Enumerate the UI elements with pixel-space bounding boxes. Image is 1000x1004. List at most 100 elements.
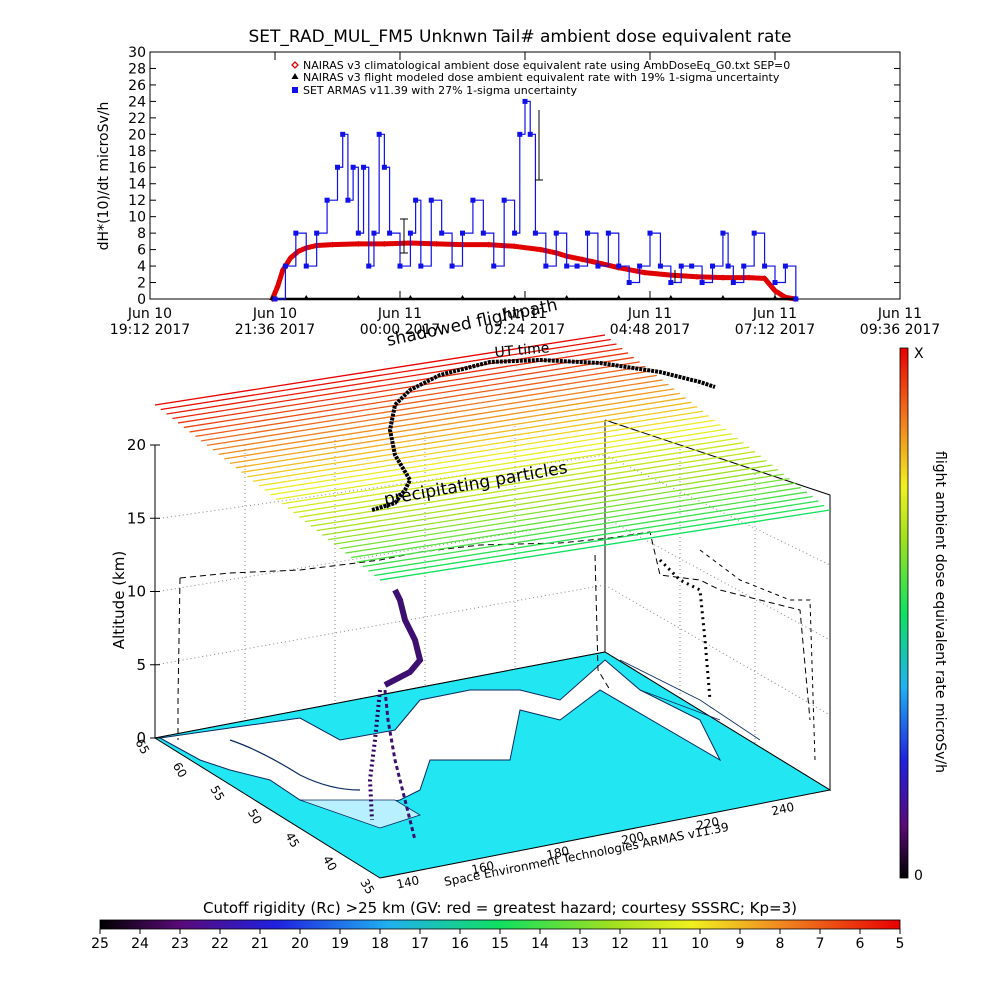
data-point [303, 295, 310, 300]
particle-grid-line [189, 361, 640, 433]
x-tick-label: Jun 10 [252, 306, 297, 322]
high-altitude-flightpath [371, 357, 716, 512]
lat-tick-label: 45 [282, 830, 302, 850]
x-tick-label: 04:48 2017 [610, 322, 690, 338]
particle-grid-line [322, 464, 773, 536]
particle-grid-line [276, 428, 727, 500]
y-tick-label: 8 [137, 226, 146, 242]
particle-grid-line [351, 486, 802, 559]
data-point [355, 230, 361, 236]
data-point [439, 230, 445, 236]
data-point [512, 230, 518, 236]
data-point [418, 263, 424, 269]
colorbar-tick-label: 17 [411, 936, 429, 952]
data-point [381, 240, 388, 247]
y-axis-label: dH*(10)/dt microSv/h [96, 102, 112, 251]
particle-grid-line [258, 415, 709, 487]
data-point [574, 263, 580, 269]
y-tick-label: 14 [128, 177, 146, 193]
data-point [376, 131, 382, 137]
colorbar-tick-label: 25 [91, 936, 109, 952]
shadow-flightpath-projection [699, 549, 816, 761]
y-tick-label: 30 [128, 45, 146, 61]
colorbar-tick-label: 13 [571, 936, 589, 952]
altitude-axis-label: Altitude (km) [110, 551, 128, 649]
data-point [725, 263, 731, 269]
data-point [585, 230, 590, 236]
particle-grid-line [316, 459, 767, 532]
particle-grid-line [327, 468, 779, 541]
data-point [579, 256, 586, 263]
trajectory-3d-panel: 0 5 10 15 20 Altitude (km) 35 40 45 50 55 60 65 14… [110, 295, 832, 897]
colorbar-tick-label: 11 [651, 936, 669, 952]
altitude-axis-ticks: 0 5 10 15 20 [127, 436, 160, 747]
data-point [511, 243, 518, 250]
data-point [595, 263, 601, 269]
x-tick-label: Jun 11 [877, 306, 922, 322]
data-point [303, 263, 309, 269]
data-point [274, 283, 281, 290]
particle-grid-line [362, 495, 813, 568]
data-point [668, 280, 674, 286]
data-point [282, 263, 288, 269]
data-point [793, 296, 799, 302]
legend-label: NAIRAS v3 climatological ambient dose eq… [303, 59, 790, 72]
data-point [720, 230, 726, 236]
colorbar-tick-label: 12 [611, 936, 629, 952]
data-point [272, 296, 278, 302]
z-tick-label: 5 [136, 656, 146, 674]
data-point [710, 263, 715, 269]
shadow-flightpath [179, 531, 811, 721]
particle-grid-line [229, 392, 681, 464]
data-point [605, 230, 611, 236]
data-point [295, 248, 302, 255]
colorbar-title: Cutoff rigidity (Rc) >25 km (GV: red = g… [203, 899, 797, 917]
data-point [350, 164, 356, 170]
trajectory-descent [383, 689, 417, 841]
lat-tick-label: 55 [207, 783, 227, 803]
colorbar-tick-label: 24 [131, 936, 149, 952]
data-point [501, 197, 507, 203]
data-point [772, 295, 778, 300]
particle-grid-line [235, 397, 686, 469]
x-tick-label: 00:00 2017 [360, 322, 440, 338]
y-tick-label: 2 [137, 276, 146, 292]
data-point [460, 230, 465, 236]
y-tick-label: 18 [128, 144, 146, 160]
series-line [275, 100, 797, 300]
data-point [647, 230, 653, 236]
data-point [762, 263, 768, 269]
data-point [329, 241, 336, 248]
data-point [366, 263, 372, 269]
particle-grid-line [224, 388, 675, 460]
data-point [522, 98, 528, 104]
data-point [480, 230, 486, 236]
dose-rate-colorbar: X 0 flight ambient dose equivalent rate … [899, 346, 948, 884]
data-point [719, 274, 726, 281]
data-point [782, 263, 788, 269]
x-tick-label: 21:36 2017 [235, 322, 315, 338]
y-tick-label: 20 [128, 127, 146, 143]
data-point [470, 197, 476, 203]
lon-tick-label: 140 [395, 873, 420, 891]
data-point [741, 263, 747, 269]
data-point [407, 295, 414, 300]
data-point [751, 230, 757, 236]
coastline [229, 739, 361, 791]
legend-label: NAIRAS v3 flight modeled dose ambient eq… [303, 71, 780, 84]
longitude-axis-ticks: 140 160 180 200 220 240 [395, 800, 795, 892]
data-point [761, 275, 768, 282]
y-tick-label: 26 [128, 78, 146, 94]
colorbar-tick-label: 8 [776, 936, 785, 952]
data-point [719, 295, 726, 300]
data-point [626, 280, 632, 286]
particle-grid-line [172, 347, 623, 420]
y-tick-label: 6 [137, 243, 146, 259]
data-point [637, 263, 643, 269]
data-point [485, 241, 492, 248]
error-bars [400, 110, 676, 283]
data-point [517, 131, 523, 137]
data-point [361, 164, 367, 170]
colorbar-tick-label: 20 [291, 936, 309, 952]
y-tick-label: 28 [128, 61, 146, 77]
